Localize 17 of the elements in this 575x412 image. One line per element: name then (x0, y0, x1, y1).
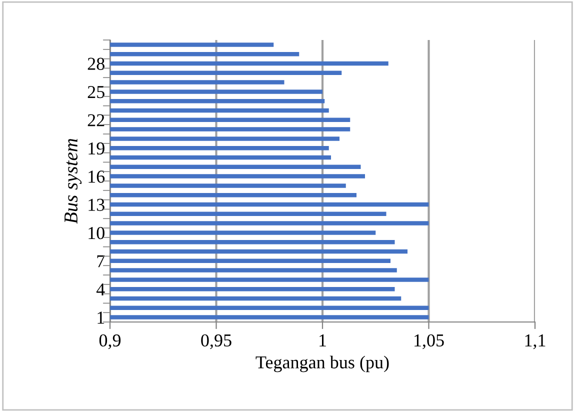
y-tick-label: 19 (88, 142, 104, 155)
x-tick-label: 1 (320, 334, 326, 346)
x-tick-label: 0,9 (99, 334, 121, 350)
y-tick-label: 7 (97, 255, 105, 268)
y-tick-label: 16 (88, 170, 105, 183)
y-tick-label: 28 (88, 58, 104, 70)
x-tick-label: 1,1 (525, 334, 546, 350)
x-tick-label: 0,95 (201, 334, 232, 350)
y-tick-label: 1 (98, 312, 104, 324)
y-tick-label: 10 (88, 226, 104, 240)
x-tick-label: 1,05 (414, 334, 444, 350)
x-axis-title: Tegangan bus (pu) (256, 356, 389, 372)
y-tick-label: 25 (88, 86, 104, 98)
y-axis-title: Bus system (64, 138, 82, 224)
y-tick-label: 4 (96, 283, 105, 296)
y-tick-label: 22 (88, 114, 104, 126)
y-tick-label: 13 (88, 198, 104, 211)
